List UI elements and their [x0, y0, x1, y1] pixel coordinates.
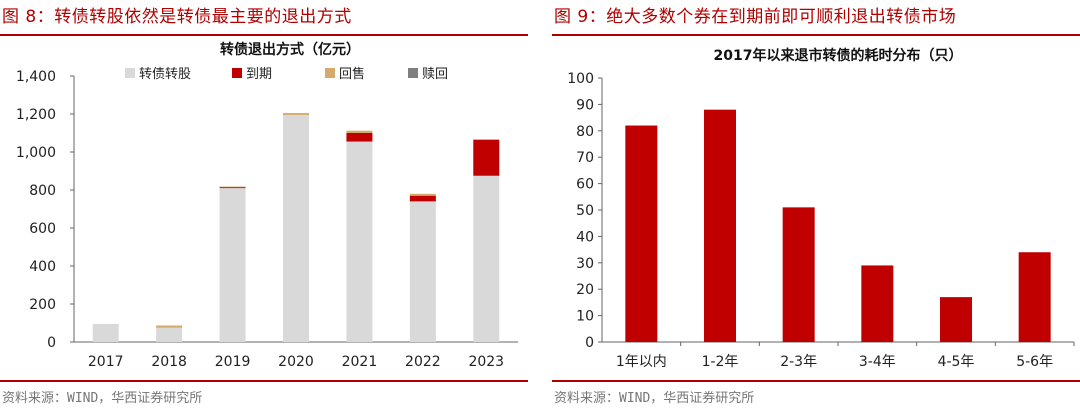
left-top-rule [0, 34, 528, 36]
bar-2019-series-1 [219, 188, 246, 342]
legend-label-3: 回售 [339, 66, 365, 82]
right-bottom-rule [552, 380, 1080, 382]
y-tick-label: 10 [576, 309, 594, 325]
right-figure-title: 图 9：绝大多数个券在到期前即可顺利退出转债市场 [554, 7, 957, 27]
bar-2021-series-1 [346, 141, 373, 342]
bar-5-6年 [1018, 252, 1051, 342]
bar-2022-series-3 [409, 193, 436, 196]
x-tick-label: 1年以内 [616, 354, 667, 370]
legend-swatch-1 [125, 68, 135, 78]
y-tick-label: 100 [567, 71, 594, 87]
x-tick-label: 2022 [405, 354, 441, 370]
right-source: 资料来源：WIND，华西证券研究所 [554, 391, 755, 406]
right-chart: 2017年以来退市转债的耗时分布（只） 0 10 20 30 40 50 60 70 80 90 10… [567, 47, 1075, 370]
left-source: 资料来源：WIND，华西证券研究所 [2, 391, 203, 406]
y-tick-label: 800 [29, 183, 56, 199]
x-tick-label: 1-2年 [702, 354, 739, 370]
bar-2018-series-1 [156, 327, 183, 342]
x-tick-label: 2021 [342, 354, 378, 370]
x-tick-label: 2018 [151, 354, 187, 370]
bar-2018-series-3 [156, 325, 183, 328]
bar-1年以内 [625, 125, 658, 343]
y-tick-label: 40 [576, 229, 594, 245]
y-tick-label: 0 [585, 335, 594, 351]
right-figure-panel: 图 9：绝大多数个券在到期前即可顺利退出转债市场 2017年以来退市转债的耗时分… [552, 0, 1080, 408]
bar-2023-series-2 [473, 139, 500, 176]
y-tick-label: 0 [47, 335, 56, 351]
left-chart: 转债退出方式（亿元） 转债转股 到期 回售 赎回 0 200 400 600 800 1,000 1,… [16, 41, 518, 370]
y-tick-label: 400 [29, 259, 56, 275]
bar-2-3年 [782, 207, 815, 342]
x-tick-label: 2020 [278, 354, 314, 370]
legend-swatch-3 [325, 68, 335, 78]
legend-label-1: 转债转股 [139, 67, 191, 82]
x-tick-label: 2-3年 [780, 354, 817, 370]
left-bottom-rule [0, 380, 528, 382]
legend-swatch-4 [408, 68, 418, 78]
x-tick-label: 4-5年 [938, 354, 975, 370]
bar-2019-series-2 [219, 187, 246, 189]
right-top-rule [552, 34, 1080, 36]
bar-2019-series-3 [219, 186, 246, 188]
legend-label-2: 到期 [246, 67, 272, 82]
x-tick-label: 2019 [215, 354, 251, 370]
legend-label-4: 赎回 [422, 67, 448, 82]
left-figure-panel: 图 8：转债转股依然是转债最主要的退出方式 转债退出方式（亿元） 转债转股 到期 回售… [0, 0, 528, 408]
y-tick-label: 1,200 [16, 107, 56, 123]
bar-2021-series-3 [346, 130, 373, 133]
bar-2022-series-2 [409, 195, 436, 202]
y-tick-label: 60 [576, 177, 594, 193]
y-tick-label: 1,400 [16, 69, 56, 85]
bar-2021-series-2 [346, 133, 373, 142]
x-tick-label: 5-6年 [1016, 354, 1053, 370]
bar-2023-series-1 [473, 175, 500, 342]
y-tick-label: 90 [576, 97, 594, 113]
x-tick-label: 2023 [468, 354, 504, 370]
y-tick-label: 50 [576, 203, 594, 219]
bar-4-5年 [940, 297, 972, 342]
right-chart-title: 2017年以来退市转债的耗时分布（只） [714, 47, 963, 64]
bar-1-2年 [704, 109, 736, 343]
bar-2017-series-1 [92, 323, 119, 342]
bar-3-4年 [861, 265, 894, 342]
y-tick-label: 70 [576, 150, 594, 166]
bar-2020-series-1 [283, 114, 309, 342]
y-tick-label: 600 [29, 221, 56, 237]
legend-swatch-2 [232, 68, 242, 78]
y-tick-label: 20 [576, 282, 594, 298]
left-chart-title: 转债退出方式（亿元） [220, 41, 360, 58]
x-tick-label: 3-4年 [859, 354, 896, 370]
bar-2022-series-1 [409, 201, 436, 342]
y-tick-label: 200 [29, 297, 56, 313]
bar-2020-series-3 [283, 113, 309, 115]
x-tick-label: 2017 [88, 354, 124, 370]
y-tick-label: 30 [576, 256, 594, 272]
y-tick-label: 80 [576, 124, 594, 140]
left-figure-title: 图 8：转债转股依然是转债最主要的退出方式 [2, 7, 352, 27]
y-tick-label: 1,000 [16, 145, 56, 161]
